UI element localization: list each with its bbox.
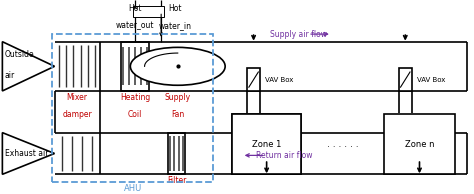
Bar bbox=[232, 114, 301, 174]
Text: Hot: Hot bbox=[169, 4, 182, 13]
Text: VAV Box: VAV Box bbox=[417, 77, 445, 83]
Polygon shape bbox=[2, 42, 55, 91]
Text: Filter: Filter bbox=[167, 176, 186, 185]
Polygon shape bbox=[2, 133, 55, 174]
Text: Mixer: Mixer bbox=[66, 93, 88, 102]
Bar bbox=[168, 133, 185, 174]
Text: Fan: Fan bbox=[171, 110, 184, 119]
Text: Supply: Supply bbox=[164, 93, 191, 102]
Text: air: air bbox=[5, 71, 15, 80]
Text: Exhaust air: Exhaust air bbox=[5, 149, 48, 158]
Bar bbox=[384, 114, 455, 174]
Text: Zone 1: Zone 1 bbox=[252, 139, 281, 148]
Circle shape bbox=[130, 47, 225, 85]
Text: water_out: water_out bbox=[116, 21, 155, 30]
Text: damper: damper bbox=[62, 110, 92, 119]
Text: Outside: Outside bbox=[5, 50, 35, 59]
Text: Supply air flow: Supply air flow bbox=[270, 30, 327, 39]
Bar bbox=[133, 6, 164, 17]
Text: Hot: Hot bbox=[128, 4, 142, 13]
Text: AHU: AHU bbox=[124, 184, 142, 193]
Bar bbox=[247, 68, 260, 91]
Text: water_in: water_in bbox=[159, 21, 192, 30]
Bar bbox=[232, 114, 301, 174]
Bar bbox=[121, 42, 149, 91]
Text: Zone n: Zone n bbox=[405, 139, 434, 148]
Text: Return air flow: Return air flow bbox=[256, 151, 313, 160]
Text: . . . . . .: . . . . . . bbox=[327, 139, 358, 148]
Text: VAV Box: VAV Box bbox=[265, 77, 293, 83]
Text: Heating: Heating bbox=[120, 93, 150, 102]
Bar bbox=[399, 68, 412, 91]
Text: Coil: Coil bbox=[128, 110, 142, 119]
Bar bbox=[52, 34, 213, 182]
